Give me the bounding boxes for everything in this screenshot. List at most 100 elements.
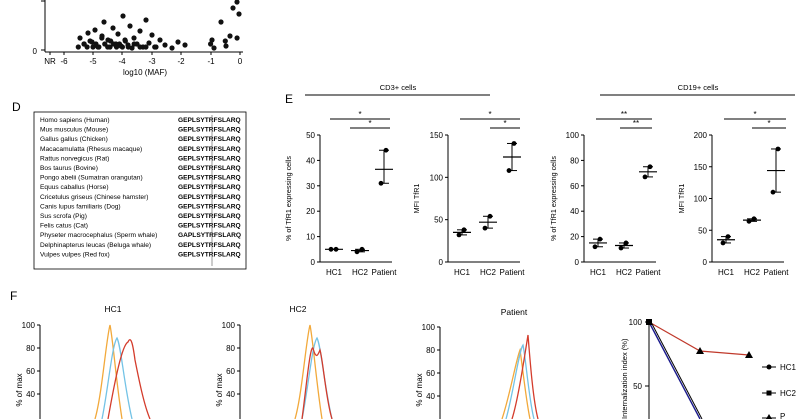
maf-dot [236, 11, 242, 17]
maf-dot [162, 42, 168, 48]
histogram-ytick: 80 [226, 344, 235, 353]
y-tick-label: 10 [306, 233, 315, 242]
histogram-ytick: 60 [426, 369, 435, 378]
species-name: Mus musculus (Mouse) [40, 127, 108, 134]
y-tick-label: 40 [306, 156, 315, 165]
data-point [642, 174, 648, 180]
maf-dot [234, 35, 240, 41]
y-tick-label: 0 [439, 258, 444, 267]
data-point [751, 216, 757, 222]
group-label-cd3: CD3+ cells [380, 83, 417, 92]
histogram-1: HC1 100 80 60 40% of max [15, 304, 151, 419]
y-axis-label: % of TfR1 expressing cells [284, 156, 293, 241]
maf-dot [115, 31, 121, 37]
y-tick-label: 20 [570, 233, 579, 242]
data-point [720, 240, 726, 246]
internalization-plot: 100 50 Internalization index (%) HC1 HC2… [620, 318, 797, 419]
maf-dot [87, 38, 93, 44]
maf-x-tick: 0 [238, 57, 243, 66]
species-sequence: GEPLSYTRFSLARQ [178, 203, 241, 210]
panel-label-e: E [285, 92, 293, 106]
y-axis-label: % of TfR1 expressing cells [549, 156, 558, 241]
maf-dot [101, 19, 107, 25]
maf-dot [169, 45, 175, 51]
y-tick-label: 30 [306, 182, 315, 191]
category-label: HC1 [326, 268, 343, 277]
maf-dot [209, 37, 215, 43]
histogram-title: Patient [501, 307, 528, 317]
maf-dot [137, 44, 143, 50]
series-p-marker [745, 351, 753, 358]
maf-dot [222, 38, 228, 44]
species-name: Equus caballus (Horse) [40, 184, 109, 191]
legend-hc1: HC1 [780, 363, 797, 372]
species-name: Bos taurus (Bovine) [40, 165, 98, 172]
maf-dot [182, 42, 188, 48]
maf-x-tick: -5 [89, 57, 97, 66]
legend-marker-hc2 [766, 390, 772, 396]
species-sequence: GEPLSYTRFSLARQ [178, 251, 241, 258]
species-sequence: GEPLSYTRFSLARQ [178, 242, 241, 249]
histogram-ytick: 60 [226, 367, 235, 376]
maf-dot [234, 0, 240, 5]
species-name: Gallus gallus (Chicken) [40, 136, 108, 143]
significance-marker: * [368, 119, 371, 128]
species-sequence: GEPLSYTRFSLARQ [178, 136, 241, 143]
panel-e-plot-1: 0 10 20 30 40 50 % of TfR1 expressing cells HC1… [284, 110, 397, 277]
maf-dot [119, 44, 125, 50]
data-point [461, 227, 467, 233]
maf-dot [99, 35, 105, 41]
maf-dot [92, 27, 98, 33]
panel-e-plot-2: 0 50 100 150 MFI TfR1 HC1 HC2 Patient * * [412, 110, 525, 277]
species-sequence: GEPLSYTRFSLARQ [178, 194, 241, 201]
significance-marker: * [767, 119, 770, 128]
species-name: Homo sapiens (Human) [40, 117, 110, 124]
maf-dot [122, 38, 128, 44]
y-tick-label: 80 [570, 156, 579, 165]
maf-dot [84, 44, 90, 50]
species-name: Cricetulus griseus (Chinese hamster) [40, 194, 148, 201]
y-tick-label: 50 [306, 131, 315, 140]
maf-dot [137, 28, 143, 34]
maf-dot [152, 44, 158, 50]
data-point [770, 189, 776, 195]
maf-dots [75, 0, 242, 51]
legend-marker-hc1 [766, 364, 772, 370]
category-label: HC2 [480, 268, 497, 277]
data-point [623, 240, 629, 246]
histogram-title: HC2 [289, 304, 306, 314]
data-point [511, 141, 517, 146]
histogram-ylabel: % of max [15, 373, 24, 406]
maf-scatter-panel: 0 NR -6 -5 -4 -3 -2 -1 0 log10 (MAF) [33, 0, 243, 77]
maf-x-tick: -4 [118, 57, 126, 66]
histogram-ytick: 40 [226, 390, 235, 399]
internalization-ylabel: Internalization index (%) [620, 338, 629, 419]
species-sequence: GEPLSYTRFSLARQ [178, 127, 241, 134]
maf-dot [131, 41, 137, 47]
category-label: Patient [764, 268, 790, 277]
species-sequence: GEPLSYTRFSLARQ [178, 117, 241, 124]
maf-dot [96, 44, 102, 50]
maf-dot [149, 32, 155, 38]
maf-dot [146, 40, 152, 46]
significance-marker: * [358, 110, 361, 119]
species-name: Canis lupus familiaris (Dog) [40, 203, 121, 210]
maf-x-tick: NR [44, 57, 56, 66]
data-point [378, 180, 384, 186]
y-tick-label: 50 [698, 226, 707, 235]
maf-xlabel: log10 (MAF) [123, 68, 167, 77]
panel-e-plot-4: 0 50 100 150 200 MFI TfR1 HC1 HC2 Patient * * [677, 110, 789, 277]
histogram-ytick: 60 [26, 367, 35, 376]
data-point [359, 246, 365, 252]
species-sequence: GEPLSYTRFSLARQ [178, 184, 241, 191]
y-tick-label: 20 [306, 207, 315, 216]
maf-dot [143, 44, 149, 50]
maf-dot [105, 44, 111, 50]
species-name: Vulpes vulpes (Red fox) [40, 251, 110, 258]
category-label: HC2 [616, 268, 633, 277]
alignment-table: Homo sapiens (Human) GEPLSYTRFSLARQ Mus mu… [40, 115, 241, 266]
maf-dot [227, 33, 233, 39]
histogram-curve [101, 336, 133, 419]
histogram-ytick: 80 [426, 346, 435, 355]
data-point [456, 232, 462, 238]
